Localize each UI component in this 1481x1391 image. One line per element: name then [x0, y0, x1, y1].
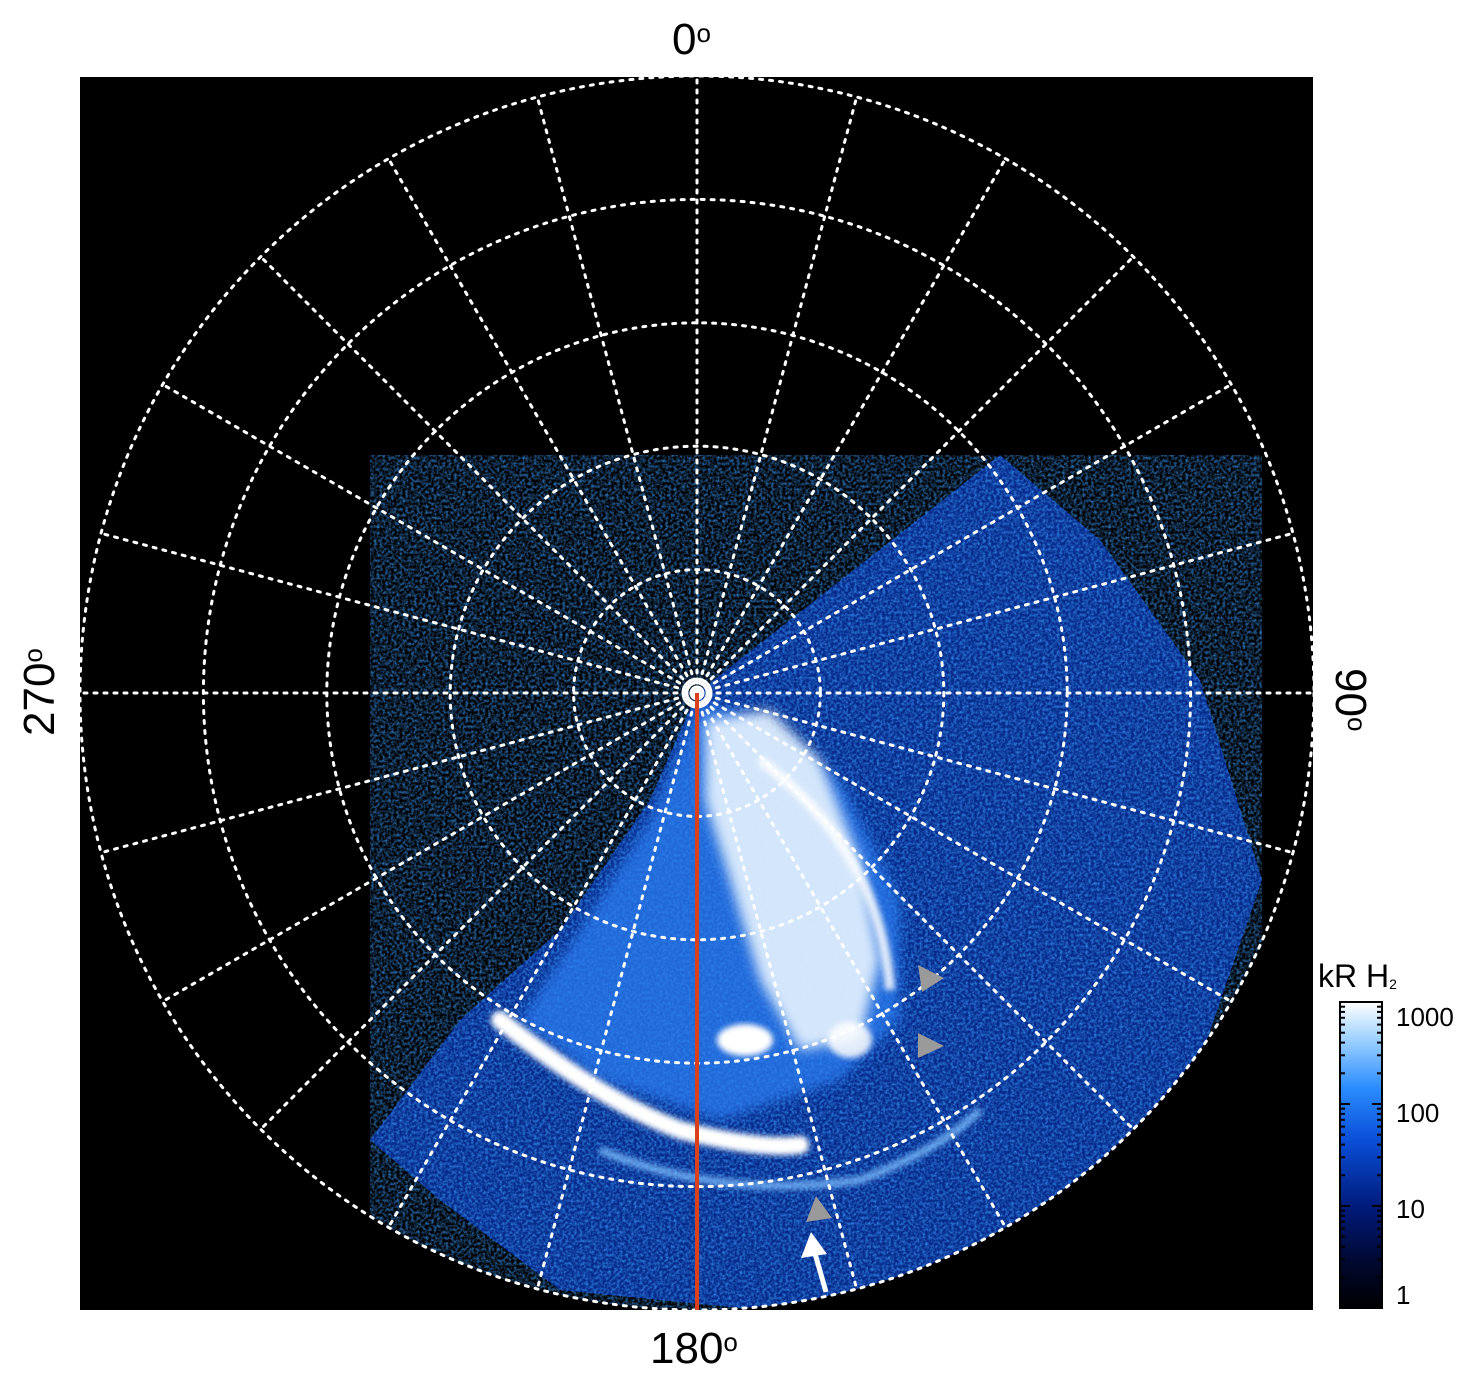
- main-auroral-arc: [491, 1011, 809, 1155]
- meridian-line: [695, 157, 1007, 695]
- colorbar-tick-label: 100: [1396, 1098, 1440, 1128]
- meridian-line: [535, 95, 699, 695]
- grey-arrowhead-bottom: [806, 1196, 832, 1222]
- white-arrow: [801, 1232, 829, 1293]
- colorbar-title: kR H2: [1318, 958, 1397, 994]
- meridian-line: [695, 95, 859, 695]
- polar-emission-bright: [705, 710, 880, 1050]
- colorbar-tick-label: 1000: [1396, 1002, 1454, 1032]
- meridian-line: [695, 531, 1295, 695]
- meridian-line: [387, 157, 699, 695]
- meridian-line: [695, 691, 1233, 1003]
- meridian-line: [259, 255, 699, 695]
- meridian-line: [695, 691, 1295, 855]
- colorbar-tick-marks: [1340, 1001, 1382, 1309]
- meridian-line: [161, 691, 699, 1003]
- meridian-line: [387, 691, 699, 1229]
- colorbar-tick-label: 10: [1396, 1194, 1425, 1224]
- meridian-line: [695, 383, 1233, 695]
- grey-arrowhead-lower: [918, 1033, 944, 1058]
- latitude-ring: [448, 444, 946, 942]
- outer-auroral-arc: [598, 1107, 983, 1190]
- grey-arrowhead-upper: [918, 965, 944, 992]
- meridian-line: [695, 691, 859, 1291]
- meridian-line: [99, 691, 699, 855]
- meridian-line: [535, 691, 699, 1291]
- meridian-line: [695, 691, 1135, 1131]
- meridian-line: [259, 691, 699, 1131]
- meridian-line: [695, 255, 1135, 695]
- colorbar: [1339, 1001, 1383, 1309]
- meridian-line: [161, 383, 699, 695]
- label-270-deg: 270o: [15, 648, 64, 736]
- colorbar-tick-label: 1: [1396, 1280, 1411, 1310]
- label-90-deg: 90o: [1326, 668, 1375, 732]
- auroral-spot: [717, 1024, 773, 1056]
- meridian-line: [99, 531, 699, 695]
- label-0-deg: 0o: [672, 15, 711, 64]
- label-180-deg: 180o: [650, 1324, 738, 1373]
- meridian-line: [695, 691, 1007, 1229]
- auroral-spot: [828, 1022, 872, 1058]
